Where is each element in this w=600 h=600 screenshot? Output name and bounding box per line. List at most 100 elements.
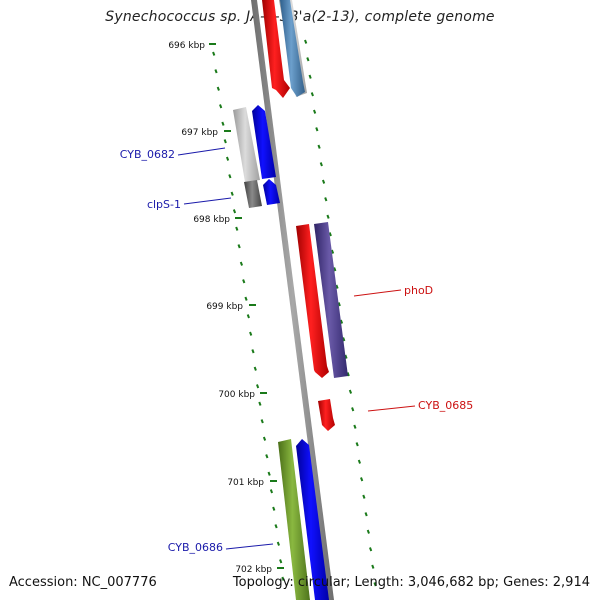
inner-tick xyxy=(214,69,218,74)
outer-tick xyxy=(321,179,326,184)
outer-tick xyxy=(351,407,355,412)
scale-701kbp: 701 kbp xyxy=(227,478,277,488)
scale-label-696kbp: 696 kbp xyxy=(168,41,205,51)
outer-tick xyxy=(362,494,366,499)
outer-tick xyxy=(319,162,323,167)
inner-tick xyxy=(272,506,276,511)
outer-tick xyxy=(366,529,370,534)
inner-tick xyxy=(258,401,262,406)
outer-tick xyxy=(328,232,332,237)
outer-tick xyxy=(357,459,361,464)
inner-tick xyxy=(265,454,269,459)
inner-tick xyxy=(225,156,230,161)
gene-darkgrey-clps1[interactable] xyxy=(244,180,262,208)
outer-tick xyxy=(373,582,377,587)
inner-tick xyxy=(269,489,274,494)
accession-text: Accession: NC_007776 xyxy=(9,575,157,590)
gene-blue-clps1[interactable] xyxy=(263,179,280,205)
outer-tick xyxy=(315,127,319,132)
gene-label-cyb0686[interactable]: CYB_0686 xyxy=(168,541,223,554)
gene-label-cyb0685[interactable]: CYB_0685 xyxy=(418,399,473,412)
inner-tick xyxy=(249,331,253,336)
leader-cyb0685 xyxy=(367,405,416,412)
outer-tick xyxy=(344,354,348,359)
outer-tick xyxy=(326,214,330,219)
inner-tick xyxy=(256,384,260,389)
inner-tick xyxy=(219,104,223,109)
scale-700kbp: 700 kbp xyxy=(218,390,267,400)
inner-tick xyxy=(253,366,257,371)
outer-tick xyxy=(369,547,373,552)
inner-tick xyxy=(221,121,225,126)
genome-summary-text: Topology: circular; Length: 3,046,682 bp… xyxy=(232,575,590,590)
gene-steelblue-top[interactable] xyxy=(280,0,305,97)
inner-tick xyxy=(223,139,227,144)
inner-tick xyxy=(246,314,250,319)
inner-tick xyxy=(262,436,267,441)
gene-label-cyb0682[interactable]: CYB_0682 xyxy=(120,148,175,161)
gene-blue-cyb0682[interactable] xyxy=(252,105,276,179)
inner-tick xyxy=(239,261,244,266)
gene-blue-cyb0686[interactable] xyxy=(296,439,329,600)
outer-tick xyxy=(310,92,314,97)
gene-red-top[interactable] xyxy=(262,0,290,98)
gene-purple-phod[interactable] xyxy=(314,222,348,378)
outer-tick xyxy=(335,284,339,289)
scale-label-701kbp: 701 kbp xyxy=(227,478,264,488)
scale-label-698kbp: 698 kbp xyxy=(193,215,230,225)
gene-label-phod[interactable]: phoD xyxy=(404,284,433,297)
scale-label-699kbp: 699 kbp xyxy=(206,302,243,312)
inner-tick xyxy=(260,419,264,424)
outer-tick xyxy=(371,564,375,569)
scale-697kbp: 697 kbp xyxy=(181,128,231,138)
inner-tick xyxy=(235,226,239,231)
leader-clps1 xyxy=(183,197,232,205)
inner-tick xyxy=(212,51,216,56)
outer-tick xyxy=(360,477,364,482)
gene-red-cyb0685[interactable] xyxy=(318,399,335,431)
leader-cyb0682 xyxy=(177,147,226,156)
inner-tick xyxy=(274,524,278,529)
scale-702kbp: 702 kbp xyxy=(235,565,284,575)
inner-tick xyxy=(242,279,246,284)
outer-tick xyxy=(317,144,321,149)
genome-backbone xyxy=(251,0,334,600)
outer-tick xyxy=(355,442,359,447)
outer-tick xyxy=(353,424,357,429)
inner-tick-track xyxy=(212,51,285,581)
outer-tick xyxy=(304,39,308,44)
inner-tick xyxy=(244,296,248,301)
gene-label-clps1[interactable]: clpS-1 xyxy=(147,198,181,211)
inner-tick xyxy=(276,541,280,546)
outer-tick xyxy=(306,57,310,62)
outer-tick xyxy=(308,74,312,79)
inner-tick xyxy=(281,576,285,581)
inner-tick xyxy=(230,191,234,196)
outer-tick xyxy=(313,109,317,114)
outer-tick-track xyxy=(304,39,377,587)
outer-tick xyxy=(337,302,341,307)
inner-tick xyxy=(228,174,232,179)
scale-699kbp: 699 kbp xyxy=(206,302,256,312)
inner-tick xyxy=(267,471,271,476)
outer-tick xyxy=(333,267,337,272)
gene-red-phod[interactable] xyxy=(296,224,329,378)
outer-tick xyxy=(364,512,368,517)
inner-tick xyxy=(232,209,237,214)
map-title: Synechococcus sp. JA-2-3B'a(2-13), compl… xyxy=(105,9,495,25)
outer-tick xyxy=(346,372,350,377)
inner-tick xyxy=(237,244,241,249)
inner-tick xyxy=(251,349,255,354)
leader-cyb0686 xyxy=(225,543,274,550)
outer-tick xyxy=(342,337,346,342)
gene-olive-cyb0686[interactable] xyxy=(278,439,310,600)
outer-tick xyxy=(339,319,344,324)
inner-tick xyxy=(216,86,220,91)
outer-tick xyxy=(324,197,328,202)
leader-phod xyxy=(353,289,402,297)
scale-label-697kbp: 697 kbp xyxy=(181,128,218,138)
outer-tick xyxy=(348,389,353,394)
scale-label-702kbp: 702 kbp xyxy=(235,565,272,575)
gene-grey-cyb0682[interactable] xyxy=(233,107,260,182)
